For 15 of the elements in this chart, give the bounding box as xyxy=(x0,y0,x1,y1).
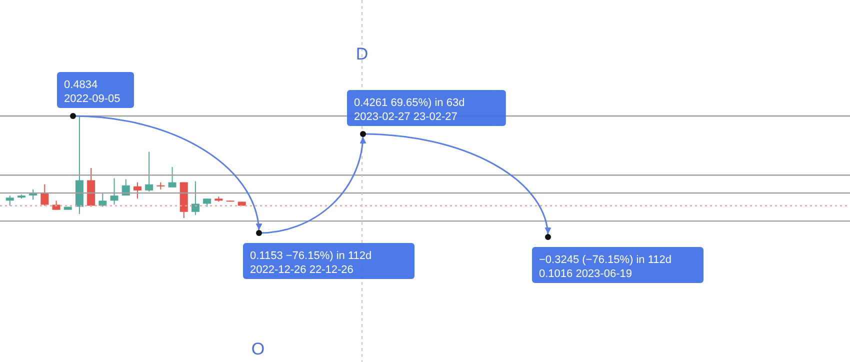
candlestick xyxy=(98,192,107,208)
text: 0.4834 2022-09-05 xyxy=(64,79,120,105)
text: −0.3245 (−76.15%) in 112d 0.1016 2023-06-19 xyxy=(539,254,672,280)
text: 0.1153 −76.15%) in 112d 2022-12-26 22-12-26 xyxy=(250,250,372,276)
candlestick xyxy=(168,166,176,188)
text: D xyxy=(356,44,368,64)
candlestick xyxy=(110,178,118,206)
candlestick xyxy=(145,151,154,192)
candlestick xyxy=(6,195,14,206)
candlestick xyxy=(191,180,200,216)
text: 0.4261 69.65%) in 63d 2023-02-27 23-02-27 xyxy=(354,97,465,123)
candlestick xyxy=(40,184,49,206)
text: O xyxy=(251,339,265,358)
candlestick xyxy=(52,200,60,210)
candlestick xyxy=(133,182,142,200)
